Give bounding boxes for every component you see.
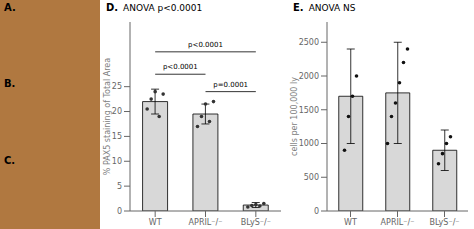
svg-text:15: 15 — [112, 132, 122, 141]
svg-text:25: 25 — [112, 82, 122, 91]
svg-text:APRIL⁻/⁻: APRIL⁻/⁻ — [189, 218, 223, 227]
svg-text:p<0.0001: p<0.0001 — [163, 63, 198, 71]
svg-text:0: 0 — [117, 207, 122, 216]
svg-text:cells per 100,000 ly: cells per 100,000 ly — [290, 77, 299, 156]
svg-text:APRIL⁻/⁻: APRIL⁻/⁻ — [381, 218, 415, 227]
svg-text:WT: WT — [344, 218, 357, 227]
html-text:A.: A. — [4, 2, 16, 13]
svg-text:p=0.0001: p=0.0001 — [213, 81, 248, 89]
svg-text:2500: 2500 — [299, 38, 319, 47]
svg-text:1500: 1500 — [299, 106, 319, 115]
html-text:ANOVA p<0.0001: ANOVA p<0.0001 — [123, 3, 203, 13]
svg-text:% PAX5 staining of Total Area: % PAX5 staining of Total Area — [103, 58, 112, 175]
html-text:E.: E. — [293, 2, 304, 13]
svg-text:1000: 1000 — [299, 139, 319, 148]
svg-text:p<0.0001: p<0.0001 — [188, 41, 223, 49]
html-text:B.: B. — [4, 78, 16, 90]
svg-text:WT: WT — [149, 218, 162, 227]
svg-text:20: 20 — [112, 107, 122, 116]
svg-text:2000: 2000 — [299, 72, 319, 81]
svg-text:5: 5 — [117, 182, 122, 191]
html-text:C.: C. — [4, 154, 16, 166]
svg-text:0: 0 — [314, 207, 319, 216]
html-text:D.: D. — [106, 2, 119, 13]
svg-text:BLyS⁻/⁻: BLyS⁻/⁻ — [241, 218, 271, 227]
svg-text:BLyS⁻/⁻: BLyS⁻/⁻ — [429, 218, 459, 227]
html-text:ANOVA NS: ANOVA NS — [308, 3, 356, 13]
svg-text:500: 500 — [304, 173, 319, 182]
svg-text:10: 10 — [112, 157, 122, 166]
